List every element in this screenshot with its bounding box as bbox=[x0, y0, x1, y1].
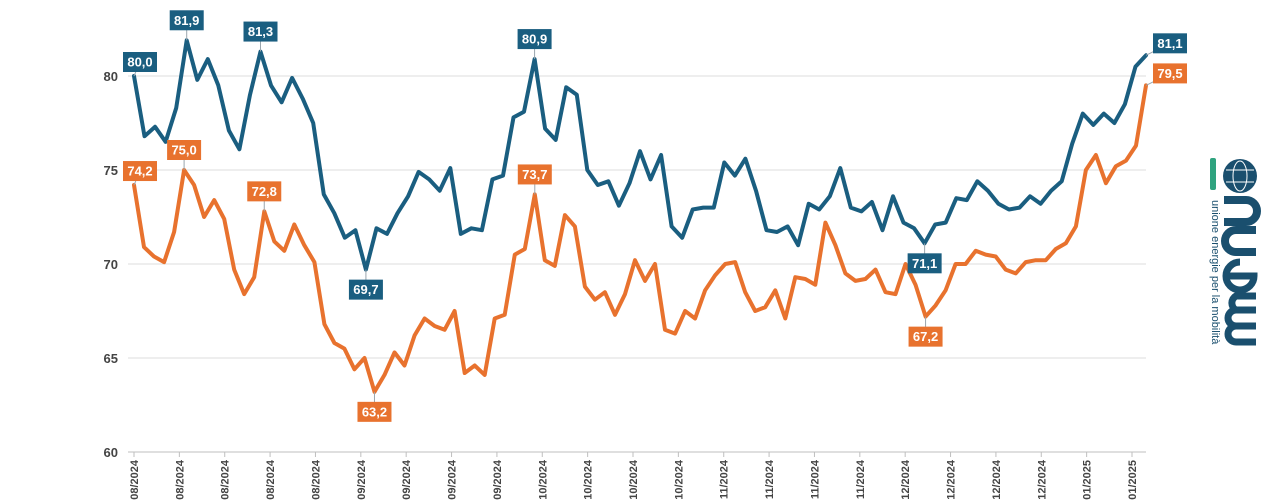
data-label-box bbox=[169, 10, 204, 31]
data-label-box bbox=[908, 326, 943, 347]
logo-letter-n bbox=[1221, 226, 1256, 256]
x-tick-label: 09/2024 bbox=[492, 459, 504, 500]
data-label-text: 80,9 bbox=[522, 32, 547, 47]
data-label-text: 63,2 bbox=[362, 404, 387, 419]
logo-globe-lines bbox=[1226, 160, 1254, 192]
data-label: 81,1 bbox=[1145, 33, 1187, 56]
data-label: 80,9 bbox=[517, 29, 552, 60]
x-tick-label: 01/2025 bbox=[1082, 460, 1094, 500]
x-tick-label: 12/2024 bbox=[946, 459, 958, 500]
data-label-text: 79,5 bbox=[1157, 66, 1182, 81]
x-tick-label: 08/2024 bbox=[174, 459, 186, 500]
x-tick-label: 08/2024 bbox=[310, 459, 322, 500]
x-tick-label: 08/2024 bbox=[220, 459, 232, 500]
data-label-box bbox=[1153, 33, 1187, 54]
data-label: 69,7 bbox=[348, 269, 383, 300]
data-label: 73,7 bbox=[517, 164, 552, 195]
data-label-text: 81,9 bbox=[174, 13, 199, 28]
data-label: 67,2 bbox=[908, 316, 943, 347]
data-label-text: 81,3 bbox=[248, 24, 273, 39]
data-label-text: 73,7 bbox=[522, 167, 547, 182]
data-label: 75,0 bbox=[167, 140, 202, 170]
data-label-text: 74,2 bbox=[127, 164, 152, 179]
x-tick-label: 11/2024 bbox=[764, 459, 776, 499]
x-tick-label: 11/2024 bbox=[809, 459, 821, 499]
y-axis-ticks: 60 65 70 75 80 bbox=[104, 69, 118, 460]
logo-globe-icon bbox=[1223, 159, 1257, 193]
data-label-text: 69,7 bbox=[353, 282, 378, 297]
data-label-box bbox=[243, 21, 278, 42]
x-tick-label: 11/2024 bbox=[855, 459, 867, 499]
data-label-box bbox=[517, 29, 552, 50]
x-tick-label: 12/2024 bbox=[991, 459, 1003, 500]
logo-letter-m bbox=[1224, 292, 1256, 346]
data-label: 81,3 bbox=[243, 21, 278, 52]
logo-letter-e bbox=[1222, 258, 1258, 294]
y-tick-label: 60 bbox=[104, 445, 118, 460]
x-tick-label: 08/2024 bbox=[265, 459, 277, 500]
data-label-text: 71,1 bbox=[912, 256, 937, 271]
data-label-box bbox=[907, 253, 942, 274]
data-label-box bbox=[357, 401, 392, 422]
data-label: 81,9 bbox=[169, 10, 204, 41]
data-label: 80,0 bbox=[123, 52, 157, 77]
data-label-box bbox=[167, 140, 202, 160]
x-tick-label: 11/2024 bbox=[719, 459, 731, 499]
data-label: 74,2 bbox=[123, 161, 157, 186]
y-tick-label: 70 bbox=[104, 257, 118, 272]
data-label-box bbox=[1153, 63, 1187, 84]
data-label: 72,8 bbox=[247, 181, 282, 212]
x-axis-ticks: 08/2024 08/2024 08/2024 08/2024 08/2024 09/20… bbox=[129, 452, 1139, 500]
x-tick-label: 12/2024 bbox=[900, 459, 912, 500]
x-tick-label: 01/2025 bbox=[1127, 460, 1139, 500]
data-label-box bbox=[348, 279, 383, 300]
logo-letter-u bbox=[1224, 196, 1261, 226]
data-label-text: 67,2 bbox=[913, 329, 938, 344]
x-tick-label: 08/2024 bbox=[129, 459, 141, 500]
data-label: 79,5 bbox=[1145, 63, 1187, 86]
data-label-box bbox=[247, 181, 282, 202]
x-tick-label: 10/2024 bbox=[583, 459, 595, 500]
y-tick-label: 80 bbox=[104, 69, 118, 84]
series-lines bbox=[132, 38, 1148, 394]
data-label-box bbox=[123, 161, 157, 182]
data-label-text: 80,0 bbox=[127, 55, 152, 70]
logo-tagline: unione energie per la mobilità bbox=[1209, 200, 1221, 345]
x-tick-label: 10/2024 bbox=[537, 459, 549, 500]
y-tick-label: 75 bbox=[104, 163, 118, 178]
x-tick-label: 09/2024 bbox=[356, 459, 368, 500]
unem-logo: unione energie per la mobilità bbox=[1209, 158, 1261, 346]
data-label: 63,2 bbox=[357, 391, 392, 422]
logo-accent-bar bbox=[1210, 158, 1216, 190]
data-label: 71,1 bbox=[907, 243, 942, 274]
data-labels: 80,0 81,9 81,3 69,7 80,9 71,1 81,1 74,2 75,0 72,8… bbox=[123, 10, 1187, 422]
series-line-orange bbox=[132, 83, 1148, 394]
series-line-blue bbox=[132, 38, 1148, 272]
data-label-text: 75,0 bbox=[171, 143, 196, 158]
x-tick-label: 09/2024 bbox=[447, 459, 459, 500]
data-label-text: 72,8 bbox=[252, 184, 277, 199]
logo-wordmark bbox=[1221, 159, 1261, 346]
x-tick-label: 12/2024 bbox=[1036, 459, 1048, 500]
x-tick-label: 10/2024 bbox=[673, 459, 685, 500]
x-tick-label: 10/2024 bbox=[628, 459, 640, 500]
data-label-box bbox=[123, 52, 157, 72]
y-tick-label: 65 bbox=[104, 351, 118, 366]
x-tick-label: 09/2024 bbox=[401, 459, 413, 500]
data-label-text: 81,1 bbox=[1157, 36, 1182, 51]
data-label-box bbox=[517, 164, 552, 185]
